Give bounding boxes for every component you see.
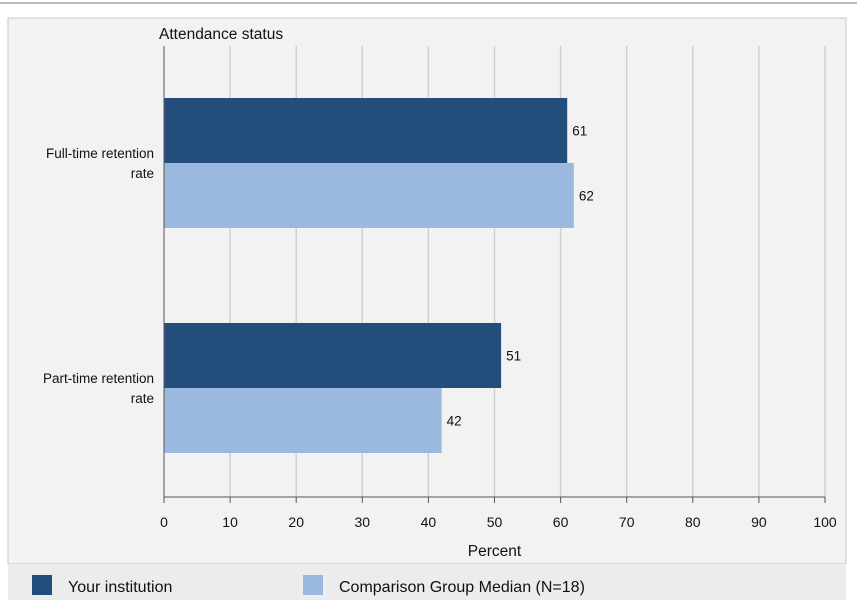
legend-label: Comparison Group Median (N=18) [339,579,585,596]
category-label: Full-time retention rate [46,146,154,181]
x-tick-label: 30 [355,514,371,530]
bar-comparison-median-0 [164,163,574,228]
x-tick-label: 70 [619,514,635,530]
chart-title: Attendance status [159,26,283,43]
bar-your-institution-1 [164,323,502,388]
bar-comparison-median-1 [164,388,442,453]
legend-swatch [32,575,52,595]
legend: Your institution Comparison Group Median … [32,575,585,596]
x-tick-label: 0 [160,514,168,530]
x-tick-label: 10 [222,514,238,530]
data-label: 61 [572,124,587,139]
labels: 0 10 20 30 40 50 60 70 80 90 100 61 51 62 42 Full-time … [43,26,837,560]
x-axis-title: Percent [468,543,522,560]
bar-your-institution-0 [164,98,568,163]
bars [164,98,574,453]
x-tick-label: 90 [751,514,767,530]
data-label: 51 [506,349,521,364]
data-label: 42 [447,414,462,429]
legend-label: Your institution [68,579,172,596]
category-label: Part-time retention rate [43,371,154,406]
x-tick-label: 20 [288,514,304,530]
x-tick-label: 80 [685,514,701,530]
x-tick-label: 100 [813,514,837,530]
axes [163,46,826,503]
x-tick-label: 40 [421,514,437,530]
legend-panel [8,564,846,600]
legend-swatch [303,575,323,595]
x-tick-label: 60 [553,514,569,530]
data-label: 62 [579,189,594,204]
x-tick-label: 50 [487,514,503,530]
